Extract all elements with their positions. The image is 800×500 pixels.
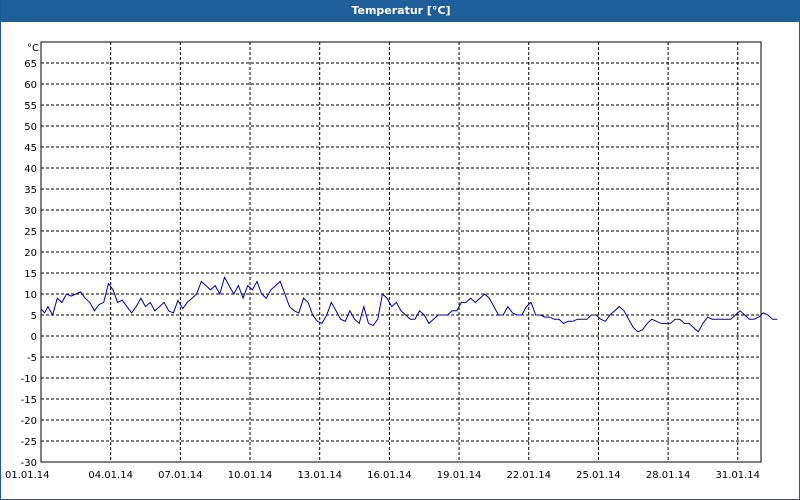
y-tick-label: 50 [24,122,37,133]
y-tick-label: -5 [27,353,37,364]
x-tick-label: 04.01.14 [88,470,133,481]
x-tick-label: 16.01.14 [367,470,412,481]
x-tick-label: 10.01.14 [228,470,273,481]
x-tick-label: 07.01.14 [158,470,203,481]
x-tick-label: 01.01.14 [5,470,50,481]
y-tick-label: -25 [21,437,37,448]
temperature-chart: 65605550454035302520151050-5-10-15-20-25… [5,41,778,481]
y-tick-label: -30 [21,458,37,469]
grid [41,42,761,463]
y-tick-label: 25 [24,227,37,238]
x-tick-label: 22.01.14 [506,470,551,481]
y-tick-label: 45 [24,143,37,154]
y-tick-label: 40 [24,164,37,175]
x-tick-label: 13.01.14 [297,470,342,481]
series-line-temperature [40,275,778,333]
x-tick-label: 28.01.14 [646,470,691,481]
y-tick-label: 60 [24,80,37,91]
y-tick-label: 0 [31,332,37,343]
x-tick-label: 25.01.14 [576,470,621,481]
x-tick-label: 19.01.14 [437,470,482,481]
y-tick-label: 35 [24,185,37,196]
plot-area [40,41,762,463]
window-title: Temperatur [°C] [1,0,800,22]
y-tick-label: -10 [21,374,37,385]
y-axis: 65605550454035302520151050-5-10-15-20-25… [21,59,37,469]
y-tick-label: 65 [24,59,37,70]
y-tick-label: 30 [24,206,37,217]
y-tick-label: -20 [21,416,37,427]
x-axis: 01.01.14 04.01.14 07.01.14 10.01.14 13.01.14… [5,470,760,481]
x-tick-label: 31.01.14 [716,470,761,481]
y-tick-label: 15 [24,269,37,280]
y-axis-unit-label: °C [27,43,39,54]
y-tick-label: 20 [24,248,37,259]
y-tick-label: 5 [31,311,37,322]
y-tick-label: 10 [24,290,37,301]
y-tick-label: -15 [21,395,37,406]
y-tick-label: 55 [24,101,37,112]
